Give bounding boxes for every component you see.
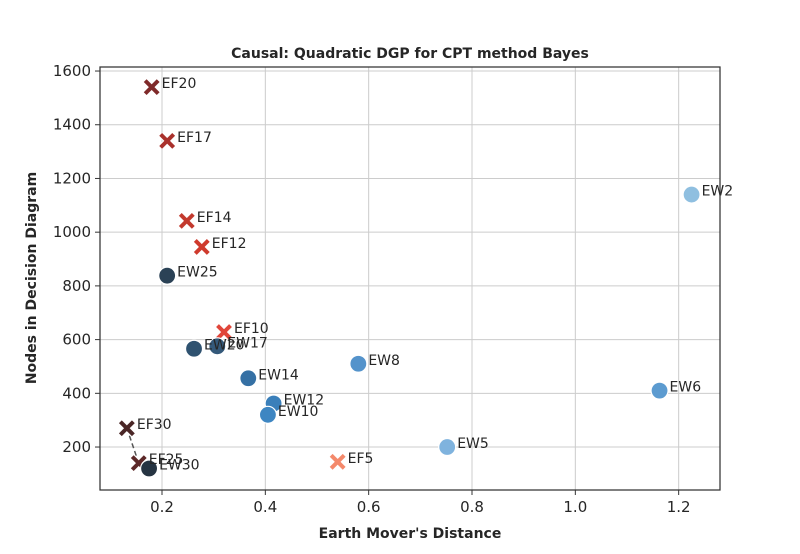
x-tick-label: 0.4 (253, 498, 277, 516)
y-tick-label: 200 (62, 438, 91, 456)
point-ew17-label: EW17 (227, 335, 268, 351)
point-ew25-circle-marker (158, 266, 177, 285)
point-ew6-circle-marker (650, 381, 669, 400)
point-ef10-x-marker (215, 323, 233, 341)
x-marker-stroke (216, 324, 232, 340)
point-ew5-label: EW5 (457, 436, 489, 452)
data-points (118, 78, 701, 478)
point-ef17-label: EF17 (177, 130, 212, 146)
x-tick-label: 1.0 (563, 498, 587, 516)
point-ew14-circle-marker (239, 369, 258, 388)
point-ew25-label: EW25 (177, 265, 218, 281)
point-ef25-x-marker (130, 454, 148, 472)
x-marker-stroke (178, 212, 195, 229)
point-ew30-circle-marker (139, 459, 159, 478)
y-tick-label: 1400 (53, 116, 91, 134)
y-tick-label: 600 (62, 331, 91, 349)
point-ef17-x-marker (158, 132, 176, 150)
point-ef30-label: EF30 (137, 417, 172, 433)
point-ef14-x-marker (178, 212, 196, 230)
x-axis-label: Earth Mover's Distance (319, 526, 502, 542)
point-ef5-label: EF5 (348, 451, 374, 467)
point-ew10-label: EW10 (278, 404, 319, 420)
point-ew14-label: EW14 (258, 367, 299, 383)
point-ew6-label: EW6 (670, 380, 702, 396)
point-ew12-label: EW12 (284, 393, 325, 409)
x-tick-label: 0.6 (357, 498, 381, 516)
plot-area-frame (99, 66, 721, 491)
x-marker-stroke (130, 455, 147, 472)
x-tick-label: 1.2 (667, 498, 691, 516)
grid (100, 67, 720, 490)
point-ew5-circle-marker (438, 437, 457, 457)
x-tick-label: 0.8 (460, 498, 484, 516)
y-tick-label: 1200 (53, 169, 91, 187)
x-marker-stroke (193, 239, 210, 255)
point-ew20-label: EW20 (204, 338, 245, 354)
point-ef25-label: EF25 (149, 452, 184, 468)
connector-line (126, 427, 140, 464)
point-ef5-x-marker (329, 453, 347, 471)
point-ef20-x-marker (143, 78, 161, 96)
chart-title: Causal: Quadratic DGP for CPT method Bay… (231, 46, 589, 62)
point-ef20-label: EF20 (162, 76, 197, 92)
y-tick-label: 1000 (53, 223, 91, 241)
point-ew30-label: EW30 (159, 458, 200, 474)
y-tick-label: 1600 (53, 62, 91, 80)
point-ew10-circle-marker (258, 405, 278, 424)
point-ef12-x-marker (193, 238, 211, 256)
point-ew2-circle-marker (682, 185, 701, 204)
point-ew2-label: EW2 (702, 184, 734, 200)
x-tick-label: 0.2 (150, 498, 174, 516)
point-ef12-label: EF12 (212, 236, 247, 252)
point-ef30-x-marker (118, 419, 136, 437)
x-marker-stroke (143, 79, 160, 96)
y-tick-label: 800 (62, 277, 91, 295)
y-tick-label: 400 (62, 384, 91, 402)
point-ef10-label: EF10 (234, 321, 269, 337)
point-ew8-label: EW8 (368, 353, 400, 369)
point-ew8-circle-marker (349, 354, 368, 373)
y-axis-label: Nodes in Decision Diagram (24, 172, 40, 384)
point-ew20-circle-marker (184, 339, 204, 358)
x-marker-stroke (159, 132, 176, 149)
connector-lines (126, 427, 140, 464)
point-ef14-label: EF14 (197, 210, 232, 226)
axis-ticks: 0.2 0.4 0.6 0.8 1.0 1.2 200 400 600 800 1000 1200 14… (53, 62, 691, 516)
x-marker-stroke (118, 420, 135, 437)
x-marker-stroke (329, 453, 346, 470)
point-ew17-circle-marker (208, 337, 227, 356)
